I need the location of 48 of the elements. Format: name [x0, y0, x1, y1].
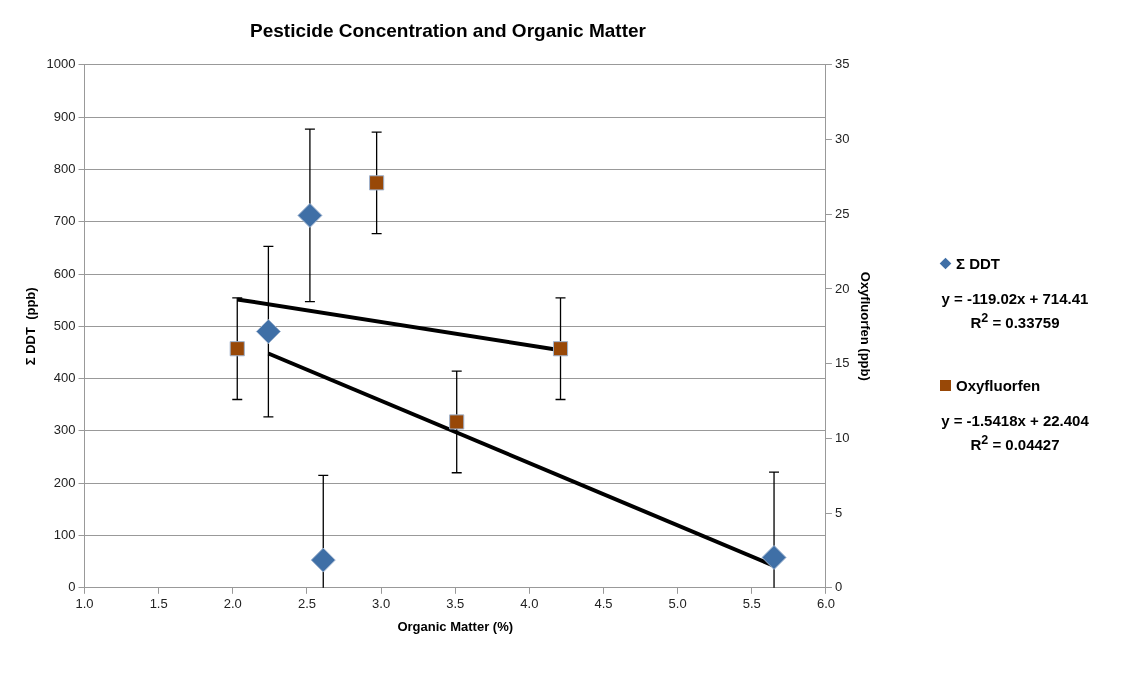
x-tick-label: 3.0: [372, 596, 391, 612]
point: [369, 175, 385, 191]
y2-axis-title: Oxyfluorfen (ppb): [857, 271, 873, 381]
y2-tick-label: 35: [834, 56, 850, 72]
y-tick-label: 700: [53, 213, 76, 229]
y2-tick-label: 15: [834, 355, 850, 371]
text: y = -119.02x + 714.41: [940, 290, 1090, 307]
y2-tick-label: 25: [834, 205, 850, 221]
x-tick-label: 1.0: [75, 596, 94, 612]
y-tick-label: 0: [68, 579, 76, 595]
point: [552, 341, 569, 357]
point: [297, 202, 323, 228]
y2-tick-label: 5: [834, 504, 843, 520]
x-axis-title: Organic Matter (%): [397, 618, 514, 634]
chart-title: Pesticide Concentration and Organic Matter: [250, 19, 647, 41]
y-tick-label: 500: [53, 317, 76, 333]
x-tick-label: 5.5: [742, 596, 761, 612]
y-tick-label: 800: [53, 160, 76, 176]
point: [310, 547, 336, 573]
x-tick-label: 6.0: [816, 596, 835, 612]
y2-tick-label: 20: [834, 280, 850, 296]
y-tick-label: 900: [53, 108, 76, 124]
y-tick-label: 1000: [46, 56, 76, 72]
y-tick-label: 200: [53, 474, 76, 490]
point: [761, 544, 787, 570]
point: [255, 319, 281, 345]
y-tick-label: 400: [53, 370, 76, 386]
x-tick-label: 4.0: [520, 596, 539, 612]
x-tick-label: 3.5: [446, 596, 465, 612]
y-tick-label: 100: [53, 527, 76, 543]
y2-tick-label: 10: [834, 429, 850, 445]
text: R$^{2}$ = 0.33759: [969, 311, 1061, 331]
x-tick-label: 5.0: [668, 596, 687, 612]
y-axis-title: Σ DDT (ppb): [23, 287, 39, 366]
point: [229, 341, 245, 357]
x-tick-label: 2.5: [297, 596, 316, 612]
legend-label: Σ DDT: [956, 255, 1000, 272]
legend-label: Oxyfluorfen: [956, 377, 1041, 394]
x-tick-label: 1.5: [149, 596, 168, 612]
y-tick-label: 300: [53, 422, 76, 438]
y2-tick-label: 30: [834, 131, 850, 147]
y2-tick-label: 0: [834, 579, 843, 595]
text: R$^{2}$ = 0.04427: [969, 433, 1061, 453]
y-tick-label: 600: [53, 265, 76, 281]
x-tick-label: 4.5: [594, 596, 613, 612]
text: y = -1.5418x + 22.404: [940, 412, 1090, 429]
point: [449, 414, 465, 430]
x-tick-label: 2.0: [223, 596, 242, 612]
